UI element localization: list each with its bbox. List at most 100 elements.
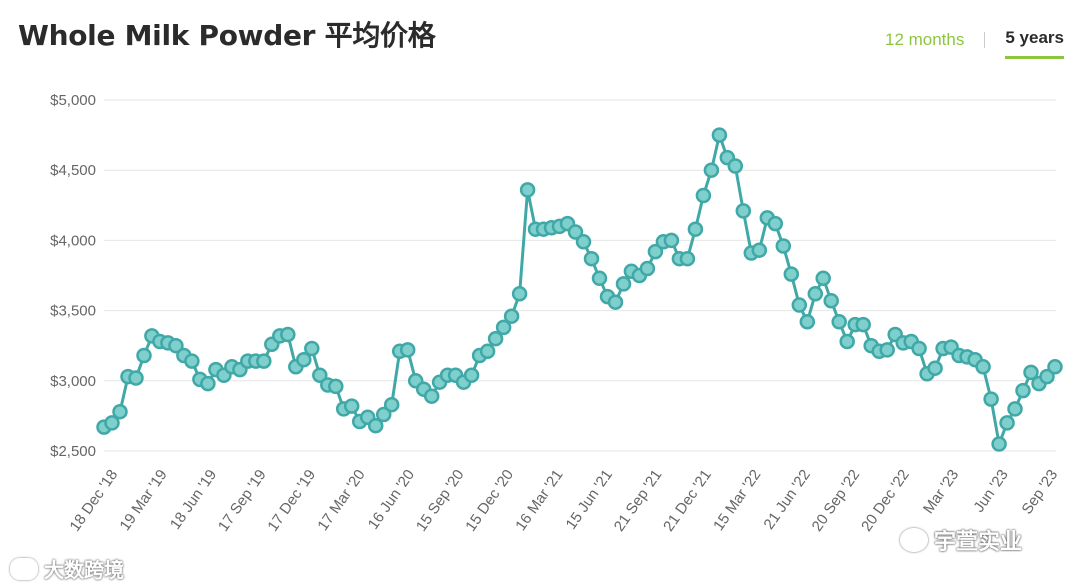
data-point <box>399 342 416 358</box>
x-tick-label: 15 Sep '20 <box>413 467 468 535</box>
data-point <box>104 415 120 431</box>
data-point <box>256 353 272 369</box>
data-point <box>136 347 152 364</box>
y-tick-label: $5,000 <box>50 92 96 109</box>
x-tick-label: 15 Mar '22 <box>710 467 764 534</box>
data-point <box>687 221 704 237</box>
data-point <box>775 238 792 254</box>
x-tick-label: 20 Sep '22 <box>809 467 864 535</box>
x-tick-label: Mar '23 <box>920 467 962 517</box>
y-tick-label: $3,500 <box>50 303 96 320</box>
data-point <box>647 243 664 260</box>
y-tick-label: $3,000 <box>50 373 96 390</box>
data-point <box>607 294 624 310</box>
data-point <box>639 260 656 277</box>
data-point <box>839 333 855 350</box>
data-point <box>312 367 328 383</box>
data-point <box>815 270 831 287</box>
data-point <box>663 232 680 249</box>
data-point <box>823 293 839 309</box>
data-point <box>911 340 927 357</box>
wechat-icon <box>900 528 928 552</box>
x-tick-label: 15 Jun '21 <box>563 467 616 533</box>
data-point <box>511 286 528 302</box>
x-tick-label: 21 Dec '21 <box>660 467 715 535</box>
data-point <box>767 215 784 232</box>
data-point <box>304 340 320 357</box>
y-tick-label: $4,500 <box>50 162 96 179</box>
data-point <box>783 266 800 282</box>
watermark-left-text: 大数跨境 <box>44 560 124 582</box>
data-point <box>1015 382 1031 399</box>
x-tick-label: 21 Jun '22 <box>761 467 814 533</box>
x-tick-label: 17 Sep '19 <box>215 467 270 535</box>
tab-12-months[interactable]: 12 months <box>884 29 965 49</box>
x-tick-label: 16 Jun '20 <box>365 467 418 533</box>
data-point <box>184 353 200 369</box>
data-point <box>751 242 768 258</box>
data-point <box>200 375 216 392</box>
data-point <box>1047 359 1063 375</box>
x-tick-label: 17 Dec '19 <box>264 467 319 535</box>
range-tabs: 12 months 5 years <box>885 28 1064 59</box>
data-point <box>879 342 895 358</box>
y-tick-label: $2,500 <box>50 443 96 460</box>
chart-title: Whole Milk Powder 平均价格 <box>18 19 436 52</box>
x-tick-label: 18 Dec '18 <box>66 467 121 535</box>
data-point <box>591 270 608 287</box>
data-point <box>519 182 536 198</box>
y-tick-label: $4,000 <box>50 232 96 249</box>
data-point <box>423 388 440 404</box>
data-point <box>807 286 824 302</box>
data-point <box>991 436 1007 452</box>
data-point <box>999 415 1015 431</box>
x-tick-label: 18 Jun '19 <box>167 467 220 533</box>
x-tick-label: 21 Sep '21 <box>611 467 666 535</box>
data-point <box>463 367 480 383</box>
series-line <box>103 133 1057 446</box>
data-point <box>831 314 847 330</box>
data-point <box>1007 401 1023 417</box>
data-point <box>735 203 752 219</box>
data-point <box>495 319 512 336</box>
data-point <box>128 370 144 386</box>
data-point <box>367 417 384 434</box>
data-point <box>703 162 720 178</box>
x-tick-label: 19 Mar '19 <box>116 467 170 534</box>
data-point <box>112 403 128 420</box>
data-point <box>575 234 592 250</box>
x-tick-label: Sep '23 <box>1018 467 1061 518</box>
data-point <box>983 391 999 407</box>
data-point <box>343 398 360 414</box>
x-tick-label: 16 Mar '21 <box>512 467 566 534</box>
data-point <box>1023 364 1039 381</box>
tab-5-years[interactable]: 5 years <box>1005 28 1064 59</box>
x-tick-label: 15 Dec '20 <box>462 467 517 535</box>
data-point <box>487 330 504 347</box>
data-point <box>479 343 496 360</box>
watermark-left: 大数跨境 <box>10 554 124 583</box>
x-tick-label: Jun '23 <box>970 467 1011 516</box>
data-point <box>583 250 600 267</box>
data-point <box>791 297 808 313</box>
watermark-right-text: 宇萱实业 <box>934 529 1023 554</box>
data-point <box>296 351 312 368</box>
data-point <box>727 158 744 174</box>
data-point <box>975 359 991 375</box>
data-point <box>375 406 392 423</box>
data-point <box>168 337 184 354</box>
data-point <box>328 378 344 395</box>
data-point <box>855 316 871 333</box>
x-tick-label: 17 Mar '20 <box>314 467 368 534</box>
data-point <box>567 224 584 240</box>
data-point <box>927 360 943 376</box>
watermark-logo-icon <box>10 557 38 580</box>
data-point <box>383 396 400 413</box>
tab-divider <box>984 31 986 48</box>
data-point <box>679 250 696 267</box>
data-point <box>799 314 816 330</box>
data-point <box>503 308 520 324</box>
data-point <box>711 127 728 143</box>
data-point <box>695 187 712 204</box>
